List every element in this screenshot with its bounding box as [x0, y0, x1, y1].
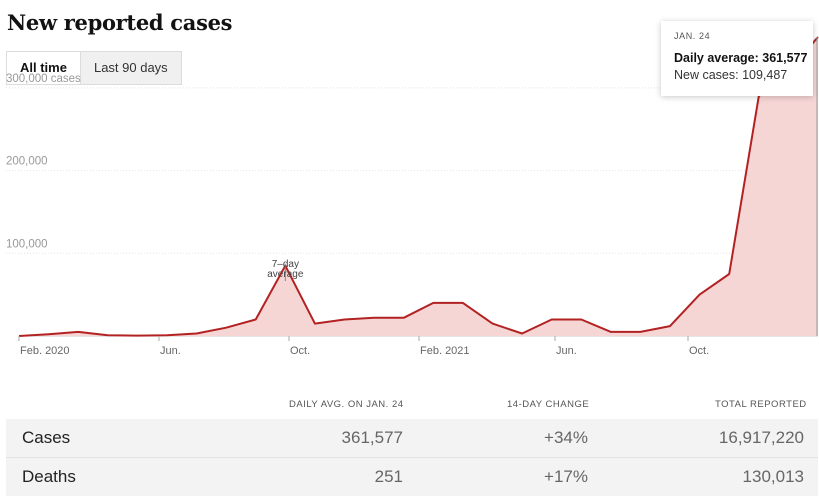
col-header-daily-avg: DAILY AVG. ON JAN. 24	[289, 399, 404, 410]
col-header-14-day-change: 14-DAY CHANGE	[507, 399, 590, 410]
row-daily-avg: 251	[374, 467, 403, 486]
all-time-button[interactable]: All time	[7, 52, 80, 84]
table-row-cases: Cases 361,577 +34% 16,917,220	[6, 419, 818, 457]
row-14-day-change: +17%	[544, 467, 588, 486]
tooltip-daily-average: Daily average: 361,577	[674, 51, 808, 65]
series-area-fill	[19, 37, 818, 336]
row-label: Cases	[22, 428, 71, 447]
y-tick-label: 200,000	[6, 156, 48, 168]
chart-title: New reported cases	[7, 10, 233, 35]
x-tick-label: Feb. 2021	[420, 345, 470, 357]
tooltip-date: JAN. 24	[674, 31, 711, 41]
row-daily-avg: 361,577	[341, 428, 403, 447]
series-line-7-day-average	[18, 36, 819, 337]
x-tick-label: Jun.	[160, 345, 181, 357]
y-tick-label: 100,000	[6, 238, 48, 250]
last-90-days-button[interactable]: Last 90 days	[79, 52, 181, 84]
row-total-reported: 130,013	[742, 467, 804, 486]
time-range-toggle: All time Last 90 days	[6, 51, 182, 85]
x-tick-label: Jun.	[556, 345, 577, 357]
chart-tooltip: JAN. 24 Daily average: 361,577 New cases…	[661, 21, 813, 96]
table-row-deaths: Deaths 251 +17% 130,013	[6, 458, 818, 496]
annotation-label-line1: 7–day	[272, 259, 299, 270]
row-divider	[6, 457, 818, 458]
tooltip-new-cases: New cases: 109,487	[674, 68, 788, 82]
row-label: Deaths	[22, 467, 76, 486]
row-total-reported: 16,917,220	[718, 428, 804, 447]
y-tick-label: 300,000 cases	[6, 73, 81, 85]
annotation-label-line2: average	[267, 269, 304, 280]
col-header-total-reported: TOTAL REPORTED	[715, 399, 807, 410]
x-tick-label: Oct.	[290, 345, 310, 357]
x-tick-label: Feb. 2020	[20, 345, 70, 357]
x-tick-label: Oct.	[689, 345, 709, 357]
row-14-day-change: +34%	[544, 428, 588, 447]
